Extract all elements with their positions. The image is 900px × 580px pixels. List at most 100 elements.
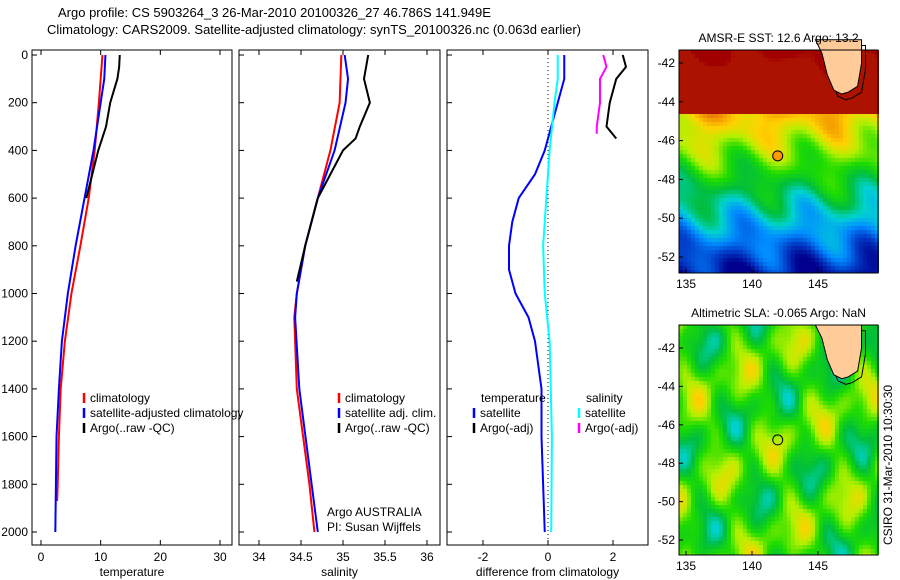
heatmap-cell — [751, 381, 755, 385]
heatmap-cell — [719, 246, 723, 250]
heatmap-cell — [691, 234, 695, 238]
heatmap-cell — [803, 333, 807, 337]
heatmap-cell — [875, 429, 879, 433]
heatmap-cell — [835, 222, 839, 226]
heatmap-cell — [803, 242, 807, 246]
heatmap-cell — [863, 218, 867, 222]
heatmap-cell — [807, 477, 811, 481]
map-frame — [678, 49, 879, 274]
heatmap-cell — [847, 190, 851, 194]
heatmap-cell — [823, 194, 827, 198]
heatmap-cell — [843, 150, 847, 154]
heatmap-cell — [815, 166, 819, 170]
heatmap-cell — [859, 369, 863, 373]
heatmap-cell — [799, 373, 803, 377]
heatmap-cell — [751, 349, 755, 353]
heatmap-cell — [767, 465, 771, 469]
heatmap-cell — [755, 242, 759, 246]
heatmap-cell — [747, 401, 751, 405]
heatmap-cell — [775, 138, 779, 142]
heatmap-cell — [767, 162, 771, 166]
heatmap-cell — [823, 102, 827, 106]
heatmap-cell — [783, 110, 787, 114]
heatmap-cell — [727, 457, 731, 461]
heatmap-cell — [743, 118, 747, 122]
heatmap-cell — [775, 178, 779, 182]
heatmap-cell — [759, 333, 763, 337]
heatmap-cell — [783, 417, 787, 421]
heatmap-cell — [859, 74, 863, 78]
heatmap-cell — [727, 214, 731, 218]
heatmap-cell — [819, 202, 823, 206]
heatmap-cell — [747, 262, 751, 266]
heatmap-cell — [747, 258, 751, 262]
heatmap-cell — [763, 433, 767, 437]
heatmap-cell — [751, 329, 755, 333]
heatmap-cell — [687, 433, 691, 437]
heatmap-cell — [699, 485, 703, 489]
heatmap-cell — [723, 421, 727, 425]
heatmap-cell — [835, 214, 839, 218]
heatmap-cell — [727, 385, 731, 389]
heatmap-cell — [843, 222, 847, 226]
heatmap-cell — [687, 210, 691, 214]
legend-label: climatology — [90, 391, 150, 405]
heatmap-cell — [687, 481, 691, 485]
heatmap-cell — [771, 481, 775, 485]
heatmap-cell — [859, 409, 863, 413]
heatmap-cell — [835, 218, 839, 222]
heatmap-cell — [847, 445, 851, 449]
heatmap-cell — [687, 250, 691, 254]
heatmap-cell — [683, 178, 687, 182]
heatmap-cell — [743, 361, 747, 365]
heatmap-cell — [695, 445, 699, 449]
heatmap-cell — [723, 262, 727, 266]
heatmap-cell — [731, 118, 735, 122]
heatmap-cell — [807, 421, 811, 425]
heatmap-cell — [783, 210, 787, 214]
heatmap-cell — [831, 477, 835, 481]
heatmap-cell — [855, 457, 859, 461]
heatmap-cell — [695, 409, 699, 413]
heatmap-cell — [799, 78, 803, 82]
heatmap-cell — [843, 118, 847, 122]
heatmap-cell — [819, 174, 823, 178]
heatmap-cell — [767, 134, 771, 138]
heatmap-cell — [683, 62, 687, 66]
heatmap-cell — [835, 469, 839, 473]
heatmap-cell — [695, 345, 699, 349]
heatmap-cell — [743, 437, 747, 441]
heatmap-cell — [739, 78, 743, 82]
heatmap-cell — [703, 78, 707, 82]
heatmap-cell — [739, 90, 743, 94]
heatmap-cell — [691, 82, 695, 86]
heatmap-cell — [711, 429, 715, 433]
heatmap-cell — [823, 465, 827, 469]
heatmap-cell — [699, 441, 703, 445]
heatmap-cell — [691, 381, 695, 385]
heatmap-cell — [847, 230, 851, 234]
heatmap-cell — [867, 373, 871, 377]
heatmap-cell — [719, 162, 723, 166]
heatmap-cell — [799, 186, 803, 190]
heatmap-cell — [687, 258, 691, 262]
heatmap-cell — [763, 218, 767, 222]
heatmap-cell — [815, 457, 819, 461]
heatmap-cell — [779, 357, 783, 361]
heatmap-cell — [867, 473, 871, 477]
heatmap-cell — [699, 457, 703, 461]
legend-heading: temperature — [481, 391, 546, 405]
heatmap-cell — [767, 441, 771, 445]
x-tick-label: 10 — [94, 550, 108, 564]
heatmap-cell — [843, 238, 847, 242]
heatmap-cell — [795, 118, 799, 122]
y-tick-label: -50 — [658, 211, 676, 225]
heatmap-cell — [851, 246, 855, 250]
heatmap-cell — [775, 62, 779, 66]
heatmap-cell — [759, 170, 763, 174]
heatmap-cell — [739, 110, 743, 114]
heatmap-cell — [679, 481, 683, 485]
heatmap-cell — [719, 425, 723, 429]
heatmap-cell — [783, 174, 787, 178]
heatmap-cell — [779, 198, 783, 202]
